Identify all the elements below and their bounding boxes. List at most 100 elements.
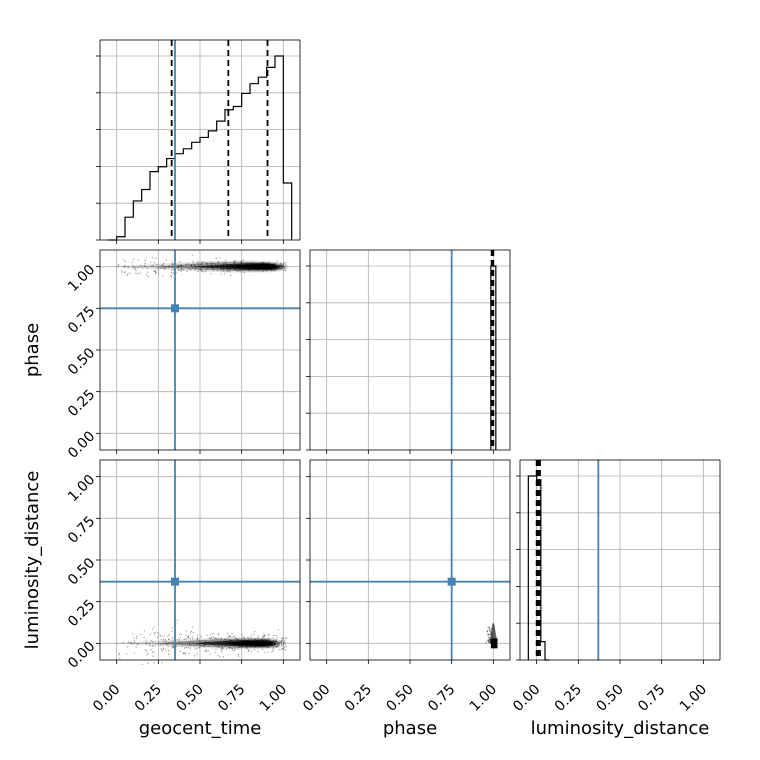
- tick-label-x-phase: 0.50: [383, 682, 416, 715]
- sample-point: [188, 642, 191, 644]
- sample-point: [171, 646, 173, 648]
- sample-point: [224, 638, 227, 641]
- sample-point: [282, 643, 285, 646]
- sample-point: [150, 265, 153, 267]
- sample-point: [172, 273, 174, 275]
- sample-point: [210, 636, 213, 638]
- sample-point: [217, 262, 219, 264]
- sample-point: [177, 267, 179, 269]
- xlabel-luminosity-distance: luminosity_distance: [531, 718, 710, 739]
- sample-point: [208, 637, 211, 639]
- sample-point: [267, 646, 269, 649]
- sample-point: [242, 637, 244, 639]
- sample-point: [216, 645, 218, 648]
- sample-point: [488, 641, 490, 644]
- sample-point: [281, 644, 283, 646]
- sample-point: [201, 262, 203, 264]
- sample-point: [144, 649, 147, 651]
- sample-point: [192, 263, 195, 265]
- sample-point: [489, 638, 491, 640]
- sample-point: [263, 634, 266, 637]
- sample-point: [197, 262, 199, 265]
- sample-point: [162, 643, 164, 646]
- sample-point: [268, 634, 270, 636]
- sample-point: [279, 265, 282, 267]
- sample-point: [283, 266, 285, 268]
- sample-point: [165, 643, 168, 646]
- axes-frame-phase-vs-geocent_time: [99, 249, 301, 451]
- sample-point: [179, 261, 181, 263]
- sample-point: [176, 263, 179, 265]
- sample-point: [133, 652, 136, 654]
- sample-point: [262, 270, 264, 273]
- sample-point: [219, 655, 221, 658]
- sample-point: [226, 632, 229, 634]
- sample-point: [201, 264, 203, 267]
- ylabel-phase: phase: [22, 323, 43, 377]
- sample-point: [167, 649, 170, 652]
- sample-point: [137, 266, 139, 269]
- sample-point: [159, 644, 161, 646]
- sample-point: [187, 636, 189, 639]
- sample-point: [165, 640, 167, 643]
- sample-point: [196, 638, 199, 640]
- sample-point: [272, 649, 274, 652]
- sample-point: [181, 268, 183, 270]
- sample-point: [242, 259, 244, 261]
- sample-point: [184, 652, 186, 654]
- tick-label-y-phase: 0.50: [65, 345, 98, 378]
- sample-point: [123, 266, 125, 269]
- sample-point: [217, 261, 220, 263]
- sample-point: [180, 265, 182, 267]
- sample-point: [232, 635, 234, 638]
- sample-point: [198, 646, 200, 649]
- sample-point: [154, 271, 157, 274]
- sample-point: [283, 646, 285, 648]
- sample-point: [152, 270, 155, 272]
- sample-point: [196, 634, 199, 636]
- sample-point: [167, 645, 169, 647]
- sample-point: [117, 264, 120, 266]
- sample-point: [185, 634, 187, 637]
- sample-point: [252, 633, 255, 635]
- sample-point: [187, 263, 190, 265]
- sample-point: [261, 637, 264, 640]
- sample-point: [162, 635, 164, 637]
- sample-point: [170, 271, 173, 274]
- sample-point: [284, 267, 286, 269]
- sample-point: [196, 638, 199, 640]
- sample-point: [253, 649, 256, 651]
- sample-point: [488, 636, 490, 639]
- sample-point: [126, 653, 128, 655]
- sample-point: [212, 269, 215, 271]
- sample-point: [162, 648, 165, 650]
- sample-point: [265, 270, 268, 272]
- sample-point: [489, 639, 491, 641]
- sample-point: [166, 642, 168, 645]
- sample-point: [227, 637, 229, 639]
- sample-point: [276, 643, 278, 645]
- sample-point: [216, 638, 218, 640]
- sample-point: [172, 645, 175, 648]
- sample-point: [223, 262, 225, 264]
- panel-luminosity_distance-vs-geocent_time: 0.00 0.25 0.50 0.75 1.000.000.250.500.751.00: [65, 459, 301, 715]
- sample-point: [129, 642, 131, 644]
- sample-point: [120, 270, 123, 272]
- sample-point: [243, 636, 245, 638]
- sample-point: [187, 636, 189, 638]
- density-contour-3: [224, 264, 276, 270]
- sample-point: [220, 638, 223, 641]
- sample-point: [151, 651, 154, 653]
- sample-point: [212, 632, 214, 635]
- xlabel-geocent-time: geocent_time: [139, 718, 262, 739]
- sample-point: [211, 262, 213, 265]
- sample-point: [272, 637, 275, 639]
- tick-label-y-phase: 0.00: [65, 428, 98, 461]
- sample-point: [263, 635, 265, 637]
- sample-point: [263, 651, 266, 654]
- sample-point: [209, 261, 212, 263]
- tick-label-x-geocent_time: 0.25: [132, 682, 165, 715]
- sample-point: [146, 267, 149, 269]
- sample-point: [248, 649, 250, 651]
- sample-point: [239, 271, 241, 273]
